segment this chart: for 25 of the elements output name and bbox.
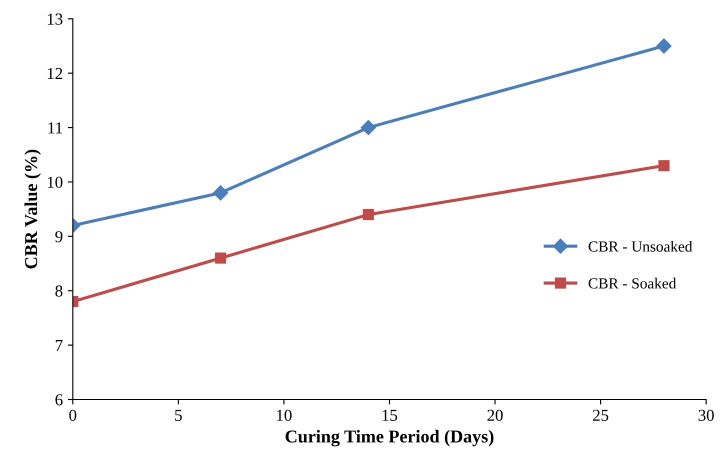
legend-label: CBR - Soaked [588, 278, 676, 289]
x-tick-label: 30 [698, 410, 714, 421]
y-tick-label: 10 [48, 176, 62, 188]
point [362, 209, 374, 220]
y-tick-label: 13 [48, 14, 62, 25]
x-tick-label: 20 [487, 410, 503, 421]
point [215, 252, 226, 264]
point [360, 120, 376, 136]
x-axis-title: Curing Time Period (Days) [286, 430, 494, 446]
x-tick-label: 10 [277, 410, 292, 421]
x-tick-label: 25 [593, 410, 608, 421]
y-axis-title: CBR Value (%) [24, 150, 41, 268]
y-tick-label: 9 [55, 231, 62, 242]
x-tick-label: 15 [382, 410, 398, 421]
y-tick-label: 8 [55, 285, 62, 297]
point [213, 185, 228, 200]
y-tick-label: 7 [56, 340, 63, 351]
x-tick-label: 5 [175, 410, 182, 421]
point [658, 160, 670, 172]
legend-label: CBR - Unsoaked [588, 240, 692, 252]
point [656, 38, 672, 54]
x-tick-label: 0 [69, 410, 76, 421]
y-tick-label: 11 [48, 122, 62, 134]
y-tick-label: 12 [48, 68, 62, 79]
y-tick-label: 6 [55, 394, 63, 406]
